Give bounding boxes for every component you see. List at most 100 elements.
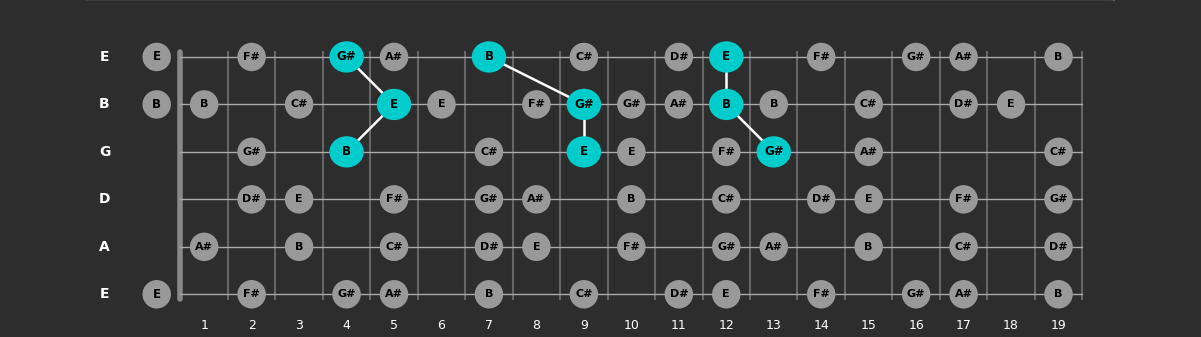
Circle shape	[1045, 137, 1072, 166]
Text: C#: C#	[717, 194, 735, 204]
Circle shape	[902, 43, 931, 71]
Text: 19: 19	[1051, 319, 1066, 332]
Circle shape	[712, 233, 741, 261]
Text: C#: C#	[291, 99, 307, 110]
Text: E: E	[153, 51, 161, 63]
Text: D#: D#	[955, 99, 973, 110]
Circle shape	[664, 43, 693, 71]
Circle shape	[285, 233, 313, 261]
Circle shape	[949, 233, 978, 261]
Text: D#: D#	[1050, 242, 1068, 252]
Text: 8: 8	[532, 319, 540, 332]
Text: G#: G#	[574, 98, 593, 111]
Text: E: E	[100, 287, 109, 301]
Text: 10: 10	[623, 319, 639, 332]
Circle shape	[807, 43, 836, 71]
Text: G#: G#	[243, 147, 261, 157]
Text: 7: 7	[485, 319, 492, 332]
Text: D#: D#	[669, 52, 688, 62]
Text: G: G	[98, 145, 110, 159]
Text: B: B	[484, 51, 494, 63]
Text: G#: G#	[907, 289, 926, 299]
Ellipse shape	[709, 41, 743, 72]
Circle shape	[949, 43, 978, 71]
Text: F#: F#	[813, 52, 830, 62]
Circle shape	[949, 280, 978, 308]
Circle shape	[380, 280, 408, 308]
Text: E: E	[865, 194, 872, 204]
Circle shape	[474, 185, 503, 214]
Circle shape	[428, 90, 455, 119]
Text: B: B	[627, 194, 635, 204]
Circle shape	[285, 185, 313, 214]
Text: E: E	[390, 98, 398, 111]
Text: F#: F#	[528, 99, 545, 110]
Text: E: E	[153, 288, 161, 301]
Text: F#: F#	[243, 289, 261, 299]
Circle shape	[238, 43, 265, 71]
Circle shape	[380, 233, 408, 261]
Text: 9: 9	[580, 319, 587, 332]
Text: B: B	[1054, 289, 1063, 299]
Text: B: B	[1054, 52, 1063, 62]
Text: C#: C#	[955, 242, 973, 252]
Text: 6: 6	[437, 319, 446, 332]
Text: G#: G#	[622, 99, 640, 110]
Text: 16: 16	[908, 319, 924, 332]
Text: 11: 11	[671, 319, 687, 332]
Circle shape	[238, 280, 265, 308]
Text: G#: G#	[1050, 194, 1068, 204]
Text: D#: D#	[669, 289, 688, 299]
Text: G#: G#	[479, 194, 498, 204]
Circle shape	[380, 185, 408, 214]
Circle shape	[333, 280, 360, 308]
Ellipse shape	[329, 41, 364, 72]
Text: A: A	[100, 240, 109, 254]
Text: 12: 12	[718, 319, 734, 332]
Text: 14: 14	[813, 319, 829, 332]
Circle shape	[143, 90, 171, 119]
Circle shape	[902, 280, 931, 308]
Circle shape	[617, 233, 646, 261]
Circle shape	[238, 185, 265, 214]
Text: F#: F#	[243, 52, 261, 62]
Circle shape	[617, 90, 646, 119]
Circle shape	[854, 137, 883, 166]
Text: C#: C#	[1050, 147, 1068, 157]
Text: B: B	[342, 145, 351, 158]
Text: 18: 18	[1003, 319, 1018, 332]
Text: E: E	[437, 99, 446, 110]
Circle shape	[854, 185, 883, 214]
Circle shape	[664, 90, 693, 119]
Text: A#: A#	[860, 147, 878, 157]
Text: C#: C#	[480, 147, 497, 157]
Circle shape	[949, 90, 978, 119]
Circle shape	[759, 233, 788, 261]
Text: A#: A#	[196, 242, 213, 252]
Text: F#: F#	[955, 194, 972, 204]
Ellipse shape	[377, 89, 411, 120]
Text: E: E	[722, 51, 730, 63]
Text: C#: C#	[575, 289, 592, 299]
Text: F#: F#	[386, 194, 402, 204]
Text: G#: G#	[337, 289, 355, 299]
Text: G#: G#	[907, 52, 926, 62]
Circle shape	[1045, 185, 1072, 214]
Circle shape	[854, 90, 883, 119]
Circle shape	[474, 137, 503, 166]
Circle shape	[1045, 233, 1072, 261]
Text: E: E	[723, 289, 730, 299]
Circle shape	[380, 43, 408, 71]
Text: C#: C#	[575, 52, 592, 62]
Circle shape	[190, 90, 219, 119]
Ellipse shape	[472, 41, 506, 72]
Text: C#: C#	[386, 242, 402, 252]
Text: D: D	[98, 192, 110, 206]
Text: B: B	[295, 242, 304, 252]
Text: B: B	[100, 97, 109, 112]
Text: F#: F#	[623, 242, 640, 252]
Circle shape	[143, 43, 171, 71]
Circle shape	[190, 233, 219, 261]
Text: 15: 15	[861, 319, 877, 332]
Circle shape	[664, 280, 693, 308]
